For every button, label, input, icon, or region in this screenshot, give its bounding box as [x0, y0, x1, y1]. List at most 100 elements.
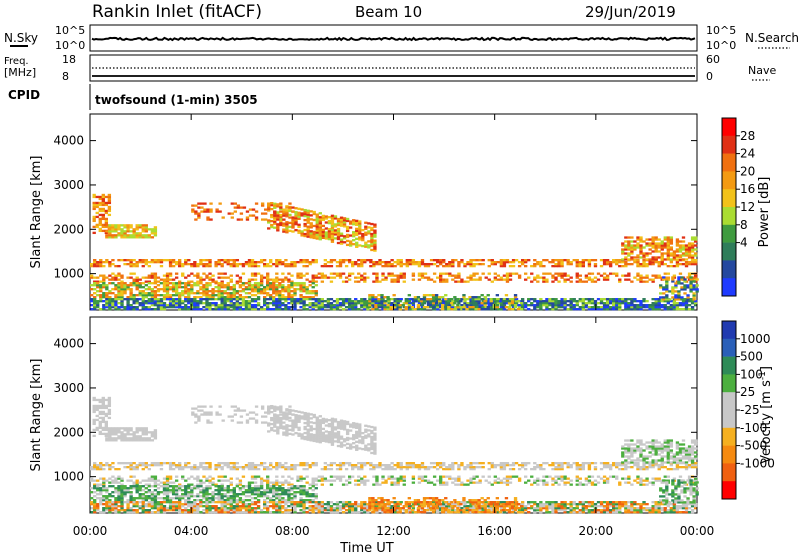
- power-cell: [323, 304, 328, 307]
- velocity-cell: [238, 481, 243, 484]
- power-cell: [642, 246, 646, 249]
- power-cell: [593, 259, 598, 262]
- power-cell: [351, 261, 355, 264]
- power-cell: [285, 215, 289, 218]
- power-cell: [454, 274, 458, 277]
- power-cell: [318, 230, 322, 233]
- velocity-cell: [557, 464, 561, 467]
- power-cell: [627, 246, 631, 249]
- velocity-cell: [639, 479, 643, 482]
- power-cell: [399, 298, 403, 301]
- power-cell: [636, 274, 640, 277]
- velocity-cell: [587, 479, 592, 482]
- power-cell: [105, 288, 109, 291]
- power-cell: [633, 248, 637, 251]
- velocity-cell: [92, 418, 96, 422]
- power-cell: [290, 280, 294, 283]
- velocity-cell: [364, 448, 368, 451]
- velocity-cell: [294, 410, 298, 413]
- power-cell: [684, 304, 689, 307]
- velocity-cell: [639, 467, 643, 471]
- velocity-cell: [93, 491, 97, 494]
- power-cell: [168, 278, 173, 281]
- power-cell: [273, 202, 277, 205]
- power-cell: [630, 300, 634, 303]
- velocity-cell: [256, 464, 261, 467]
- power-cell: [302, 306, 306, 309]
- power-cell: [153, 298, 158, 301]
- power-cell: [666, 264, 670, 268]
- power-cell: [369, 261, 373, 264]
- power-cell: [674, 296, 678, 299]
- power-cell: [513, 296, 518, 299]
- power-cell: [250, 298, 255, 301]
- power-cell: [575, 261, 579, 264]
- power-cell: [107, 199, 112, 203]
- power-cell: [602, 302, 607, 305]
- power-cell: [633, 306, 637, 309]
- power-cell: [572, 308, 576, 311]
- power-cell: [554, 276, 558, 279]
- velocity-cell: [584, 477, 589, 480]
- power-cell: [417, 278, 422, 281]
- power-cell: [104, 221, 109, 225]
- power-cell: [648, 258, 652, 261]
- power-cell: [108, 306, 112, 309]
- power-cell: [396, 302, 400, 305]
- velocity-cell: [196, 483, 200, 486]
- power-cell: [129, 262, 133, 266]
- power-cell: [360, 306, 364, 309]
- power-cell: [98, 201, 102, 205]
- power-cell: [373, 223, 377, 226]
- velocity-cell: [344, 462, 349, 465]
- power-cell: [408, 259, 413, 262]
- power-cell: [284, 300, 288, 303]
- velocity-cell: [235, 467, 240, 471]
- power-cell: [282, 224, 286, 227]
- power-cell: [669, 264, 674, 268]
- power-cell: [584, 276, 589, 279]
- velocity-cell: [150, 462, 155, 465]
- velocity-cell: [666, 467, 670, 471]
- power-cell: [138, 304, 142, 307]
- power-cell: [539, 262, 543, 266]
- velocity-cell: [551, 462, 555, 465]
- velocity-cell: [98, 416, 102, 420]
- power-cell: [297, 211, 301, 214]
- power-cell: [612, 300, 616, 303]
- power-cell: [181, 294, 185, 297]
- power-cell: [338, 272, 343, 275]
- power-cell: [138, 226, 142, 229]
- velocity-cell: [270, 416, 274, 420]
- velocity-cell: [200, 413, 204, 416]
- power-cell: [411, 274, 416, 277]
- velocity-cell: [273, 419, 277, 422]
- velocity-cell: [318, 423, 322, 426]
- power-cell: [302, 264, 306, 268]
- power-cell: [495, 294, 500, 297]
- power-cell: [272, 308, 276, 311]
- power-cell: [624, 258, 628, 261]
- power-cell: [624, 306, 628, 309]
- power-cell: [551, 300, 555, 303]
- power-cell: [223, 300, 227, 303]
- velocity-cell: [399, 479, 403, 482]
- power-cell: [367, 230, 371, 233]
- velocity-cell: [107, 398, 112, 402]
- power-cell: [630, 302, 634, 305]
- power-cell: [445, 302, 449, 305]
- power-cell: [684, 244, 689, 247]
- power-cell: [496, 274, 501, 277]
- power-cell: [275, 300, 279, 303]
- nsky-label: N.Sky: [4, 31, 38, 45]
- velocity-cell: [162, 462, 167, 465]
- power-cell: [126, 259, 130, 262]
- power-cell: [499, 262, 504, 266]
- power-cell: [378, 262, 382, 266]
- power-cell: [117, 232, 121, 235]
- power-cell: [290, 261, 294, 264]
- velocity-cell: [285, 432, 289, 435]
- power-cell: [226, 286, 230, 289]
- power-cell: [300, 212, 304, 215]
- velocity-cell: [514, 462, 519, 465]
